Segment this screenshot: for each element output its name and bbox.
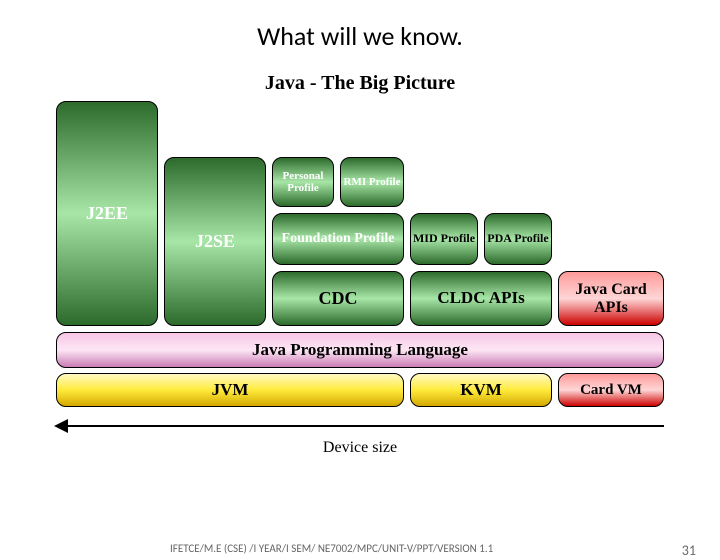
box-cdc: CDC xyxy=(272,271,404,326)
diagram-grid: J2EE J2SE Personal Profile RMI Profile F… xyxy=(56,101,664,361)
footer-reference: IFETCE/M.E (CSE) /I YEAR/I SEM/ NE7002/M… xyxy=(170,542,493,555)
box-j2ee: J2EE xyxy=(56,101,158,326)
slide-title: What will we know. xyxy=(0,20,720,52)
box-j2se: J2SE xyxy=(164,157,266,326)
box-rmi-profile: RMI Profile xyxy=(340,157,404,207)
java-big-picture-diagram: Java - The Big Picture J2EE J2SE Persona… xyxy=(56,72,664,457)
box-pda-profile: PDA Profile xyxy=(484,213,552,265)
box-jvm: JVM xyxy=(56,373,404,407)
box-java-language: Java Programming Language xyxy=(56,332,664,368)
box-mid-profile: MID Profile xyxy=(410,213,478,265)
box-java-card-apis: Java Card APIs xyxy=(558,271,664,326)
device-size-arrow xyxy=(56,417,664,441)
box-personal-profile: Personal Profile xyxy=(272,157,334,207)
arrow-line xyxy=(66,425,664,427)
vm-row: JVM KVM Card VM xyxy=(56,373,664,413)
box-cldc: CLDC APIs xyxy=(410,271,552,326)
page-number: 31 xyxy=(682,542,696,559)
device-size-label: Device size xyxy=(56,439,664,457)
box-foundation-profile: Foundation Profile xyxy=(272,213,404,265)
box-card-vm: Card VM xyxy=(558,373,664,407)
diagram-banner: Java - The Big Picture xyxy=(56,72,664,95)
box-kvm: KVM xyxy=(410,373,552,407)
